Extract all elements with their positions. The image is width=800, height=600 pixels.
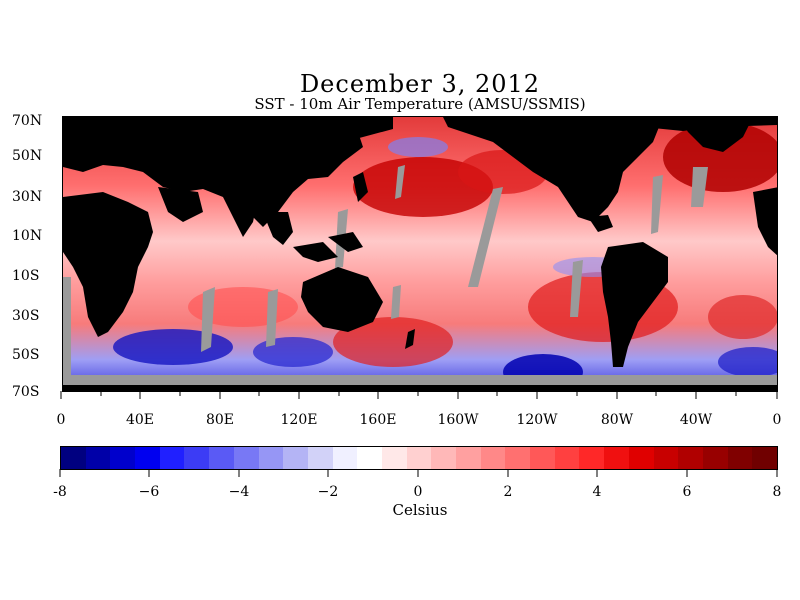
colorbar-swatch [61,447,86,469]
colorbar-swatch [159,447,185,469]
lat-label-70s: 70S [12,384,40,400]
colorbar-swatch [579,447,605,469]
lon-label-80e: 80E [205,412,235,428]
colorbar-label-6: 6 [682,484,692,500]
colorbar-label-minus-2: −2 [317,484,339,500]
lon-ticks [60,391,778,399]
cool-anomaly-south-atlantic-south [718,347,777,377]
colorbar-swatch [357,447,382,469]
colorbar-swatch [406,447,432,469]
colorbar-swatch [209,447,234,469]
colorbar-swatch [184,447,210,469]
lat-label-10n: 10N [12,228,43,244]
colorbar-swatch [752,447,777,469]
lon-label-0: 0 [56,412,66,428]
lon-label-40w: 40W [679,412,713,428]
lon-label-40e: 40E [125,412,155,428]
colorbar-swatch [307,447,333,469]
colorbar-swatch [258,447,284,469]
lon-label-80w: 80W [600,412,634,428]
colorbar-swatch [727,447,753,469]
warm-anomaly-tasman [333,317,453,367]
land-masses [63,117,777,391]
lat-label-50s: 50S [12,347,40,363]
colorbar-swatch [85,447,111,469]
colorbar-swatch [530,447,555,469]
colorbar-swatch [604,447,629,469]
lon-label-120e: 120E [280,412,318,428]
colorbar-label-4: 4 [592,484,602,500]
colorbar-unit-label: Celsius [392,501,448,519]
warm-anomaly-north-atlantic [663,122,777,192]
colorbar-swatch [431,447,456,469]
warm-anomaly-south-atlantic [708,295,777,339]
colorbar-label-0: 0 [413,484,423,500]
lat-label-70n: 70N [12,113,43,129]
map-subtitle: SST - 10m Air Temperature (AMSU/SSMIS) [254,95,586,113]
colorbar-swatch [456,447,481,469]
colorbar-swatch [702,447,728,469]
cool-anomaly-south-indian-east [253,337,333,367]
lon-label-0-east: 0 [772,412,782,428]
cool-anomaly-south-indian [113,329,233,365]
map-title: December 3, 2012 [299,70,541,98]
colorbar-label-minus-8: -8 [53,484,67,500]
colorbar-swatch [678,447,703,469]
lon-label-120w: 120W [516,412,558,428]
colorbar-swatch [653,447,679,469]
colorbar-swatch [283,447,308,469]
colorbar-swatch [135,447,160,469]
colorbar-swatch [381,447,407,469]
colorbar-swatch [110,447,136,469]
colorbar-ticks [59,469,778,477]
lon-label-160w: 160W [437,412,479,428]
colorbar-swatch [505,447,531,469]
colorbar-swatch [233,447,259,469]
colorbar-swatch [554,447,580,469]
colorbar-swatch [332,447,358,469]
colorbar-label-minus-6: −6 [138,484,160,500]
lat-label-30s: 30S [12,308,40,324]
color-scale-bar [60,446,778,470]
colorbar-swatch [480,447,506,469]
lat-label-30n: 30N [12,189,43,205]
lat-label-50n: 50N [12,148,43,164]
sst-map-svg [63,117,777,391]
cool-anomaly-bering [388,137,448,157]
lat-label-10s: 10S [12,268,40,284]
lon-label-160e: 160E [359,412,397,428]
sst-map [62,116,778,392]
colorbar-label-8: 8 [772,484,782,500]
colorbar-label-2: 2 [503,484,513,500]
colorbar-swatch [628,447,654,469]
colorbar-label-minus-4: −4 [228,484,250,500]
